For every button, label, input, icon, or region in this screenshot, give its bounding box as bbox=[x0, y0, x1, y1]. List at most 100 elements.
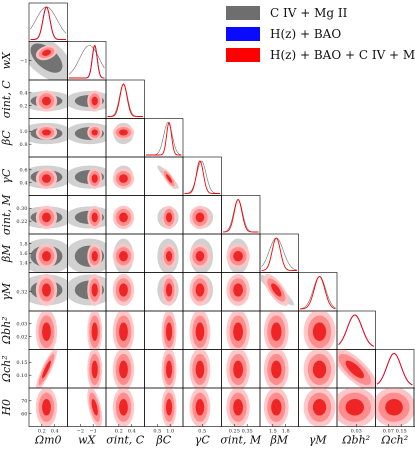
x-axis-label-Om: Ωm0 bbox=[34, 434, 62, 447]
panel-layer bbox=[28, 2, 415, 427]
contour-gammaM-sigC-s2-l2 bbox=[119, 283, 128, 297]
marginal-curve-gammaC-s2 bbox=[184, 160, 220, 194]
y-axis-label-betaC: βC bbox=[0, 130, 13, 146]
panel-gammaC-betaC bbox=[144, 156, 184, 196]
contour-H0-gammaC-s2-l2 bbox=[195, 398, 205, 416]
contour-obh2-betaC-s2-l2 bbox=[165, 322, 173, 341]
contour-betaC-wX-s2-l2 bbox=[91, 129, 98, 136]
panel-H0-Om bbox=[28, 387, 68, 427]
x-tick-label-wX: −1 bbox=[89, 429, 96, 435]
panel-och2-och2 bbox=[375, 349, 415, 389]
panel-sigC-sigC bbox=[105, 79, 145, 119]
x-axis-label-sigC: σint, C bbox=[106, 434, 145, 447]
x-axis-label-betaM: βM bbox=[269, 434, 288, 447]
y-tick-label-sigM: 0.30 bbox=[16, 206, 27, 212]
panel-gammaM-gammaM bbox=[298, 272, 338, 312]
y-axis-label-och2: Ωch² bbox=[0, 355, 13, 383]
panel-sigM-sigC bbox=[105, 195, 145, 235]
panel-gammaM-Om bbox=[28, 272, 68, 312]
x-tick-label-gammaC: 0.5 bbox=[198, 429, 206, 435]
y-axis-label-betaM: βM bbox=[0, 244, 13, 263]
x-tick-label-sigC: 0.2 bbox=[115, 429, 123, 435]
panel-frame bbox=[413, 387, 415, 427]
panel-sigM-Om bbox=[28, 195, 68, 235]
y-tick-label-och2: 0.15 bbox=[16, 360, 27, 366]
x-tick-label-betaM: 1.8 bbox=[282, 429, 290, 435]
contour-gammaC-wX-s2-l2 bbox=[91, 174, 98, 183]
panel-och2-Om bbox=[28, 349, 68, 389]
panel-obh2-gammaM bbox=[298, 310, 338, 350]
panel-och2-wX bbox=[67, 349, 107, 389]
panel-obh2-betaM bbox=[259, 310, 299, 350]
contour-sigM-sigC-s2-l2 bbox=[119, 212, 128, 223]
panel-gammaM-wX bbox=[67, 272, 107, 312]
y-axis-label-sigC: σint, C bbox=[0, 80, 13, 119]
panel-och2-sigC bbox=[105, 349, 145, 389]
panel-obh2-betaC bbox=[144, 310, 184, 350]
x-axis-label-obh2: Ωbh² bbox=[341, 434, 370, 447]
marginal-curve-sigM-s2 bbox=[223, 199, 259, 233]
y-tick-label-wX: −1 bbox=[20, 59, 27, 65]
contour-wX-Om-s2-l2 bbox=[42, 49, 51, 56]
x-axis-label-gammaC: γC bbox=[195, 434, 211, 447]
contour-betaM-gammaC-s2-l2 bbox=[195, 251, 205, 262]
panel-H0-gammaM bbox=[298, 387, 338, 427]
panel-H0-sigC bbox=[105, 387, 145, 427]
contour-betaM-betaC-s2-l2 bbox=[165, 251, 173, 262]
contour-betaM-sigC-s2-l2 bbox=[119, 251, 128, 262]
y-tick-label-gammaC: 0.4 bbox=[20, 180, 28, 186]
y-tick-label-H0: 70 bbox=[21, 399, 27, 405]
panel-H0-betaM bbox=[259, 387, 299, 427]
contour-H0-betaC-s2-l2 bbox=[165, 398, 173, 416]
panel-betaC-Om bbox=[28, 118, 68, 158]
contour-sigM-betaC-s2-l2 bbox=[165, 212, 173, 223]
panel-sigM-sigM bbox=[221, 195, 261, 235]
legend-swatch-hz-bao bbox=[226, 27, 260, 41]
contour-betaC-sigC-s2-l2 bbox=[119, 129, 128, 136]
panel-och2-betaM bbox=[259, 349, 299, 389]
panel-obh2-sigM bbox=[221, 310, 261, 350]
marginal-curve-wX-s2 bbox=[69, 45, 105, 79]
contour-obh2-gammaC-s2-l2 bbox=[195, 322, 205, 341]
contour-obh2-gammaM-s2-l2 bbox=[312, 322, 327, 341]
contour-H0-och2-s2-l2 bbox=[385, 398, 403, 416]
contour-H0-Om-s2-l2 bbox=[42, 398, 51, 416]
panel-frame bbox=[259, 233, 299, 273]
x-axis-label-wX: wX bbox=[78, 434, 96, 447]
panel-obh2-Om bbox=[28, 310, 68, 350]
y-tick-label-sigC: 0.4 bbox=[20, 91, 28, 97]
panel-H0-wX bbox=[67, 387, 107, 427]
contour-gammaC-sigC-s2-l2 bbox=[119, 174, 128, 183]
contour-betaC-Om-s2-l2 bbox=[42, 129, 51, 136]
legend: C IV + Mg II H(z) + BAO H(z) + BAO + C I… bbox=[226, 6, 415, 62]
panel-sigM-gammaC bbox=[182, 195, 222, 235]
y-tick-label-sigM: 0.22 bbox=[16, 219, 27, 225]
panel-obh2-sigC bbox=[105, 310, 145, 350]
panel-Om-Om bbox=[28, 2, 68, 42]
x-tick-label-betaC: 1.0 bbox=[166, 429, 174, 435]
contour-gammaC-betaC-s2-l2 bbox=[165, 174, 173, 183]
legend-swatch-hz-bao-civ-mgii bbox=[226, 48, 260, 62]
panel-betaM-sigC bbox=[105, 233, 145, 273]
panel-obh2-gammaC bbox=[182, 310, 222, 350]
contour-obh2-betaM-s2-l2 bbox=[271, 322, 282, 341]
panel-betaM-wX bbox=[67, 233, 107, 273]
y-axis-label-obh2: Ωbh² bbox=[0, 316, 13, 345]
x-tick-label-betaC: 0.5 bbox=[153, 429, 161, 435]
panel-betaC-sigC bbox=[105, 118, 145, 158]
panel-gammaM-sigC bbox=[105, 272, 145, 312]
contour-H0-sigC-s2-l2 bbox=[119, 398, 128, 416]
marginal-curve-gammaM-s2 bbox=[300, 276, 336, 310]
contour-H0-gammaM-s2-l2 bbox=[312, 398, 327, 416]
contour-och2-gammaC-s2-l2 bbox=[195, 360, 205, 379]
contour-gammaM-Om-s2-l2 bbox=[42, 283, 51, 297]
contour-gammaM-gammaC-s2-l2 bbox=[195, 283, 205, 297]
x-tick-label-och2: 0.07 bbox=[383, 429, 394, 435]
panel-gammaM-betaC bbox=[144, 272, 184, 312]
panel-och2-sigM bbox=[221, 349, 261, 389]
y-tick-label-gammaC: 0.6 bbox=[20, 168, 28, 174]
panel-gammaC-Om bbox=[28, 156, 68, 196]
y-tick-label-H0: 60 bbox=[21, 411, 27, 417]
